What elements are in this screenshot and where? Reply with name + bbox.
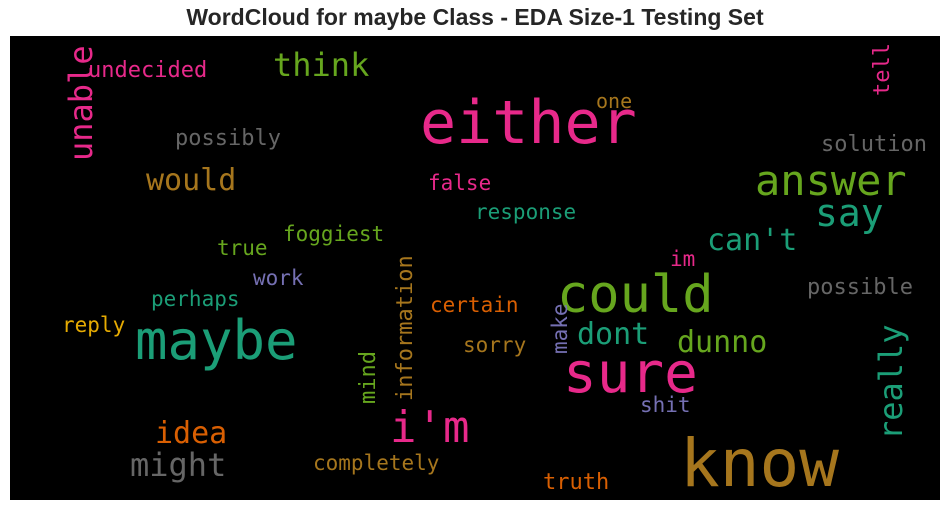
word-truth: truth: [543, 470, 610, 495]
word-possibly: possibly: [175, 126, 281, 151]
chart-title: WordCloud for maybe Class - EDA Size-1 T…: [186, 4, 764, 30]
word-possible: possible: [807, 275, 913, 300]
word-know: know: [680, 425, 839, 500]
word-undecided: undecided: [88, 58, 208, 83]
word-work: work: [253, 266, 304, 290]
wordcloud-canvas: know either sure maybe could answer i'm say unab…: [10, 36, 940, 500]
word-sure: sure: [563, 341, 698, 406]
word-think: think: [273, 46, 370, 84]
word-shit: shit: [640, 393, 691, 417]
word-response: response: [475, 200, 577, 224]
word-true: true: [217, 236, 268, 260]
word-information: information: [393, 255, 418, 401]
word-mind: mind: [356, 351, 381, 404]
word-false: false: [428, 171, 492, 195]
word-dunno: dunno: [677, 325, 768, 360]
word-certain: certain: [430, 293, 519, 317]
word-dont: dont: [577, 317, 650, 352]
word-cant: can't: [707, 223, 798, 258]
word-maybe: maybe: [135, 309, 298, 372]
word-completely: completely: [313, 451, 440, 475]
word-im: i'm: [390, 402, 470, 453]
word-really: really: [872, 324, 910, 440]
word-sorry: sorry: [463, 333, 527, 357]
word-could: could: [557, 265, 714, 325]
word-im: im: [670, 247, 696, 271]
word-foggiest: foggiest: [283, 222, 385, 246]
word-answer: answer: [755, 156, 907, 205]
word-solution: solution: [821, 132, 927, 157]
word-reply: reply: [62, 313, 126, 337]
word-might: might: [130, 446, 227, 484]
word-one: one: [596, 89, 633, 113]
word-perhaps: perhaps: [151, 287, 240, 311]
word-tell: tell: [870, 43, 895, 96]
word-idea: idea: [155, 416, 228, 451]
word-say: say: [815, 191, 884, 235]
word-either: either: [420, 88, 637, 158]
word-make: make: [548, 303, 572, 354]
word-would: would: [146, 163, 237, 198]
